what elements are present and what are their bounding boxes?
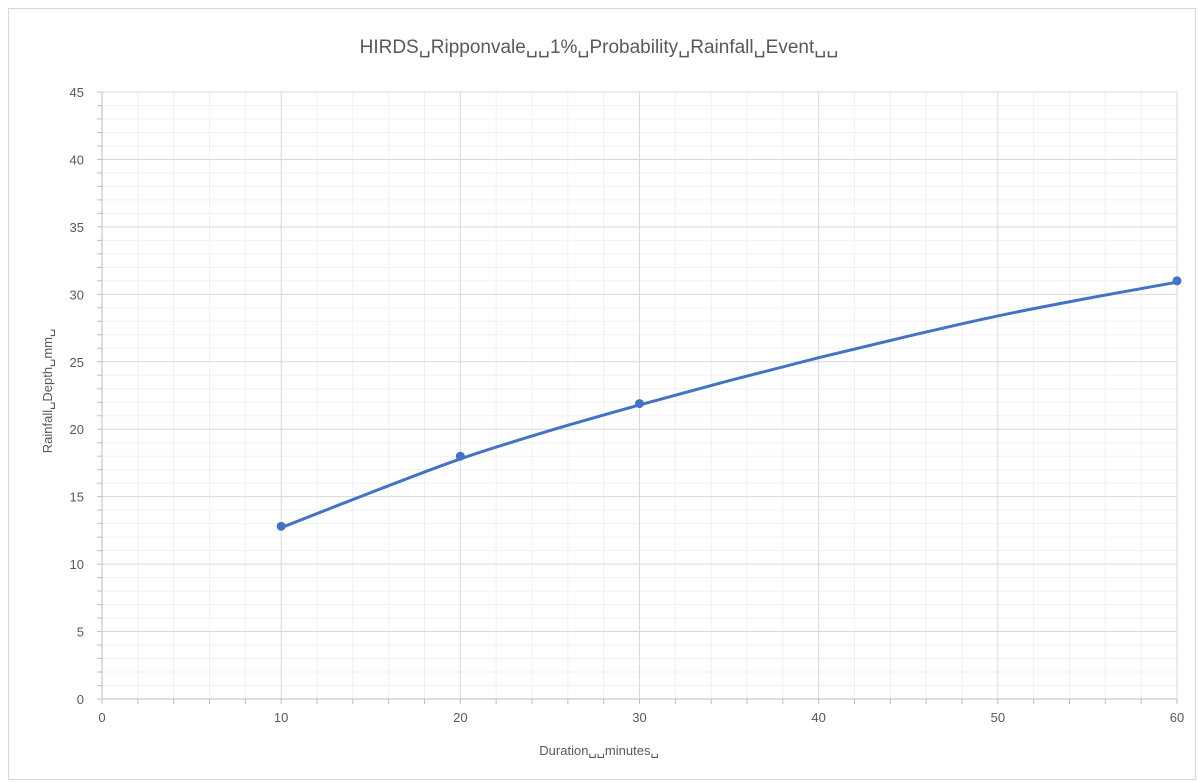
x-axis-title: Duration␣␣minutes␣ xyxy=(539,743,659,758)
y-axis-title: Rainfall␣Depth␣mm␣ xyxy=(40,328,55,454)
y-tick-label: 30 xyxy=(70,287,84,302)
x-tick-label: 0 xyxy=(98,710,105,725)
x-tick-label: 40 xyxy=(811,710,825,725)
y-tick-label: 5 xyxy=(77,625,84,640)
major-gridlines xyxy=(102,91,1178,699)
y-tick-label: 25 xyxy=(70,355,84,370)
x-tick-label: 20 xyxy=(453,710,467,725)
chart-title: HIRDS␣Ripponvale␣␣1%␣Probability␣Rainfal… xyxy=(359,37,839,58)
y-tick-label: 40 xyxy=(70,152,84,167)
x-tick-label: 10 xyxy=(274,710,288,725)
trend-curve xyxy=(279,280,1179,530)
axes xyxy=(97,91,1178,704)
x-tick-labels: 0 10 20 30 40 50 60 xyxy=(98,710,1184,725)
y-tick-label: 15 xyxy=(70,490,84,505)
data-point xyxy=(455,451,465,461)
data-point xyxy=(276,521,286,531)
y-tick-label: 20 xyxy=(70,422,84,437)
y-tick-label: 10 xyxy=(70,557,84,572)
y-tick-label: 45 xyxy=(70,85,84,100)
data-point xyxy=(1172,276,1182,286)
data-point xyxy=(635,399,644,409)
data-series xyxy=(276,276,1182,531)
x-tick-label: 30 xyxy=(632,710,646,725)
x-tick-label: 60 xyxy=(1170,710,1184,725)
x-tick-label: 50 xyxy=(991,710,1005,725)
y-tick-label: 35 xyxy=(70,220,84,235)
y-tick-label: 0 xyxy=(77,692,84,707)
y-tick-labels: 0 5 10 15 20 25 30 35 40 45 xyxy=(70,85,84,707)
